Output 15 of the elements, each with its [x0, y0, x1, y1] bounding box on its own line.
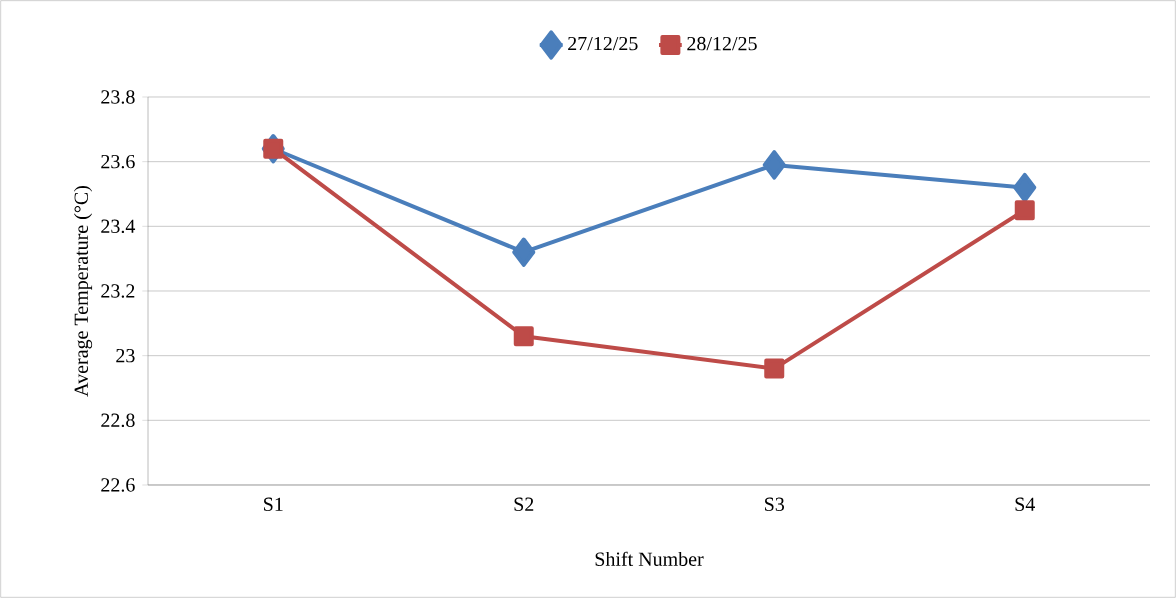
y-tick-label: 23.2 — [101, 284, 135, 298]
x-tick-label: S2 — [514, 497, 534, 512]
y-axis-title: Average Temperature (°C) — [73, 186, 93, 397]
x-axis-title: Shift Number — [595, 551, 704, 566]
y-tick-label: 23 — [116, 348, 135, 363]
x-tick-label: S1 — [264, 497, 283, 512]
y-tick-label: 22.8 — [101, 413, 135, 428]
legend-label: 28/12/25 — [687, 36, 757, 51]
x-tick-label: S4 — [1015, 497, 1035, 512]
y-tick-label: 23.4 — [101, 219, 136, 234]
legend-label: 27/12/25 — [568, 36, 638, 51]
y-tick-label: 22.6 — [101, 478, 135, 492]
y-tick-label: 23.8 — [101, 90, 135, 104]
y-tick-label: 23.6 — [101, 154, 135, 169]
x-tick-label: S3 — [765, 497, 785, 512]
